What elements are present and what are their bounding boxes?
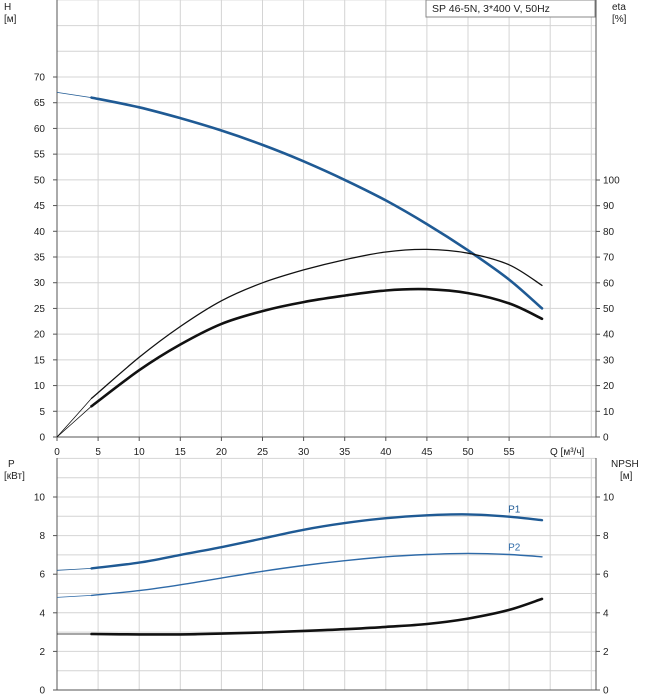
x-tick-label: 10: [134, 447, 146, 458]
bottom-left-axis-unit: [кВт]: [4, 471, 25, 482]
y-tick-label: 2: [39, 647, 45, 658]
x-tick-label: 20: [216, 447, 228, 458]
y2-tick-label: 50: [603, 304, 615, 315]
bottom-plot-grid: 0 2 4 6 8 10 0 2 4 6 8 10: [34, 457, 615, 697]
top-series-2-extension: [56, 405, 92, 438]
y-tick-label: 8: [39, 531, 45, 542]
y-tick-label: 30: [34, 278, 46, 289]
top-series-0-extension: [56, 92, 92, 98]
x-tick-label: 45: [421, 447, 433, 458]
y-tick-label: 65: [34, 98, 46, 109]
bottom-series-1-line: [90, 552, 543, 597]
chart-title-box: SP 46-5N, 3*400 V, 50Hz: [425, 0, 596, 18]
y-tick-label: 0: [39, 433, 45, 444]
y-tick-label: 6: [39, 570, 45, 581]
x-tick-label: 30: [298, 447, 310, 458]
x-tick-label: 35: [339, 447, 351, 458]
y2-tick-label: 100: [603, 176, 620, 187]
bottom-series-1-extension: [56, 595, 92, 598]
y-tick-label: 60: [34, 124, 46, 135]
top-right-axis-unit: [%]: [612, 14, 627, 25]
y2-tick-label: 0: [603, 686, 609, 697]
y2-tick-label: 2: [603, 647, 609, 658]
y-tick-label: 35: [34, 253, 46, 264]
top-series-0-line: [90, 96, 544, 310]
x-tick-label: 25: [257, 447, 269, 458]
bottom-left-axis-label: P: [8, 459, 15, 470]
x-tick-label: 0: [54, 447, 60, 458]
y2-tick-label: 80: [603, 227, 615, 238]
y-tick-label: 70: [34, 73, 46, 84]
y2-tick-label: 4: [603, 608, 609, 619]
series-layer: P1 P2: [56, 92, 544, 636]
y-tick-label: 5: [39, 407, 45, 418]
y2-tick-label: 20: [603, 381, 615, 392]
bottom-right-axis-label: NPSH: [611, 459, 639, 470]
x-tick-label: 15: [175, 447, 187, 458]
chart-title: SP 46-5N, 3*400 V, 50Hz: [432, 3, 550, 15]
top-series-2-line: [90, 287, 544, 408]
y2-tick-label: 8: [603, 531, 609, 542]
x-tick-label: 55: [504, 447, 516, 458]
y2-tick-label: 40: [603, 330, 615, 341]
series-label-p1: P1: [508, 505, 521, 516]
title-box: [425, 0, 596, 18]
y2-tick-label: 6: [603, 570, 609, 581]
series-label-p2: P2: [508, 543, 521, 554]
y2-tick-label: 10: [603, 407, 615, 418]
top-plot-grid: 0510152025303540455055606570010203040506…: [34, 0, 620, 458]
y-tick-label: 15: [34, 355, 46, 366]
bottom-series-0-line: [90, 513, 544, 570]
y-tick-label: 25: [34, 304, 46, 315]
y-tick-label: 10: [34, 493, 46, 504]
y2-tick-label: 30: [603, 355, 615, 366]
x-tick-label: 5: [95, 447, 101, 458]
y2-tick-label: 0: [603, 433, 609, 444]
bottom-series-2-line: [90, 597, 544, 636]
bottom-series-0-extension: [56, 568, 92, 571]
y-tick-label: 50: [34, 175, 46, 186]
y-tick-label: 10: [34, 381, 46, 392]
x-tick-label: 40: [380, 447, 392, 458]
y2-tick-label: 10: [603, 493, 615, 504]
x-axis-label: Q [м³/ч]: [550, 447, 585, 458]
top-left-axis-label: H: [4, 2, 11, 13]
top-series-1-line: [90, 248, 543, 400]
y-tick-label: 55: [34, 150, 46, 161]
y-tick-label: 45: [34, 201, 46, 212]
y-tick-label: 4: [39, 608, 45, 619]
y-tick-label: 20: [34, 330, 46, 341]
labels-layer: H [м] eta [%] Q [м³/ч] P [кВт] NPSH [м]: [4, 2, 639, 482]
y-tick-label: 0: [39, 686, 45, 697]
y-tick-label: 40: [34, 227, 46, 238]
top-series-1-extension: [56, 398, 92, 438]
y2-tick-label: 90: [603, 201, 615, 212]
y2-tick-label: 60: [603, 278, 615, 289]
top-left-axis-unit: [м]: [4, 14, 17, 25]
top-right-axis-label: eta: [612, 2, 626, 13]
y2-tick-label: 70: [603, 253, 615, 264]
x-tick-label: 50: [462, 447, 474, 458]
bottom-right-axis-unit: [м]: [620, 471, 633, 482]
